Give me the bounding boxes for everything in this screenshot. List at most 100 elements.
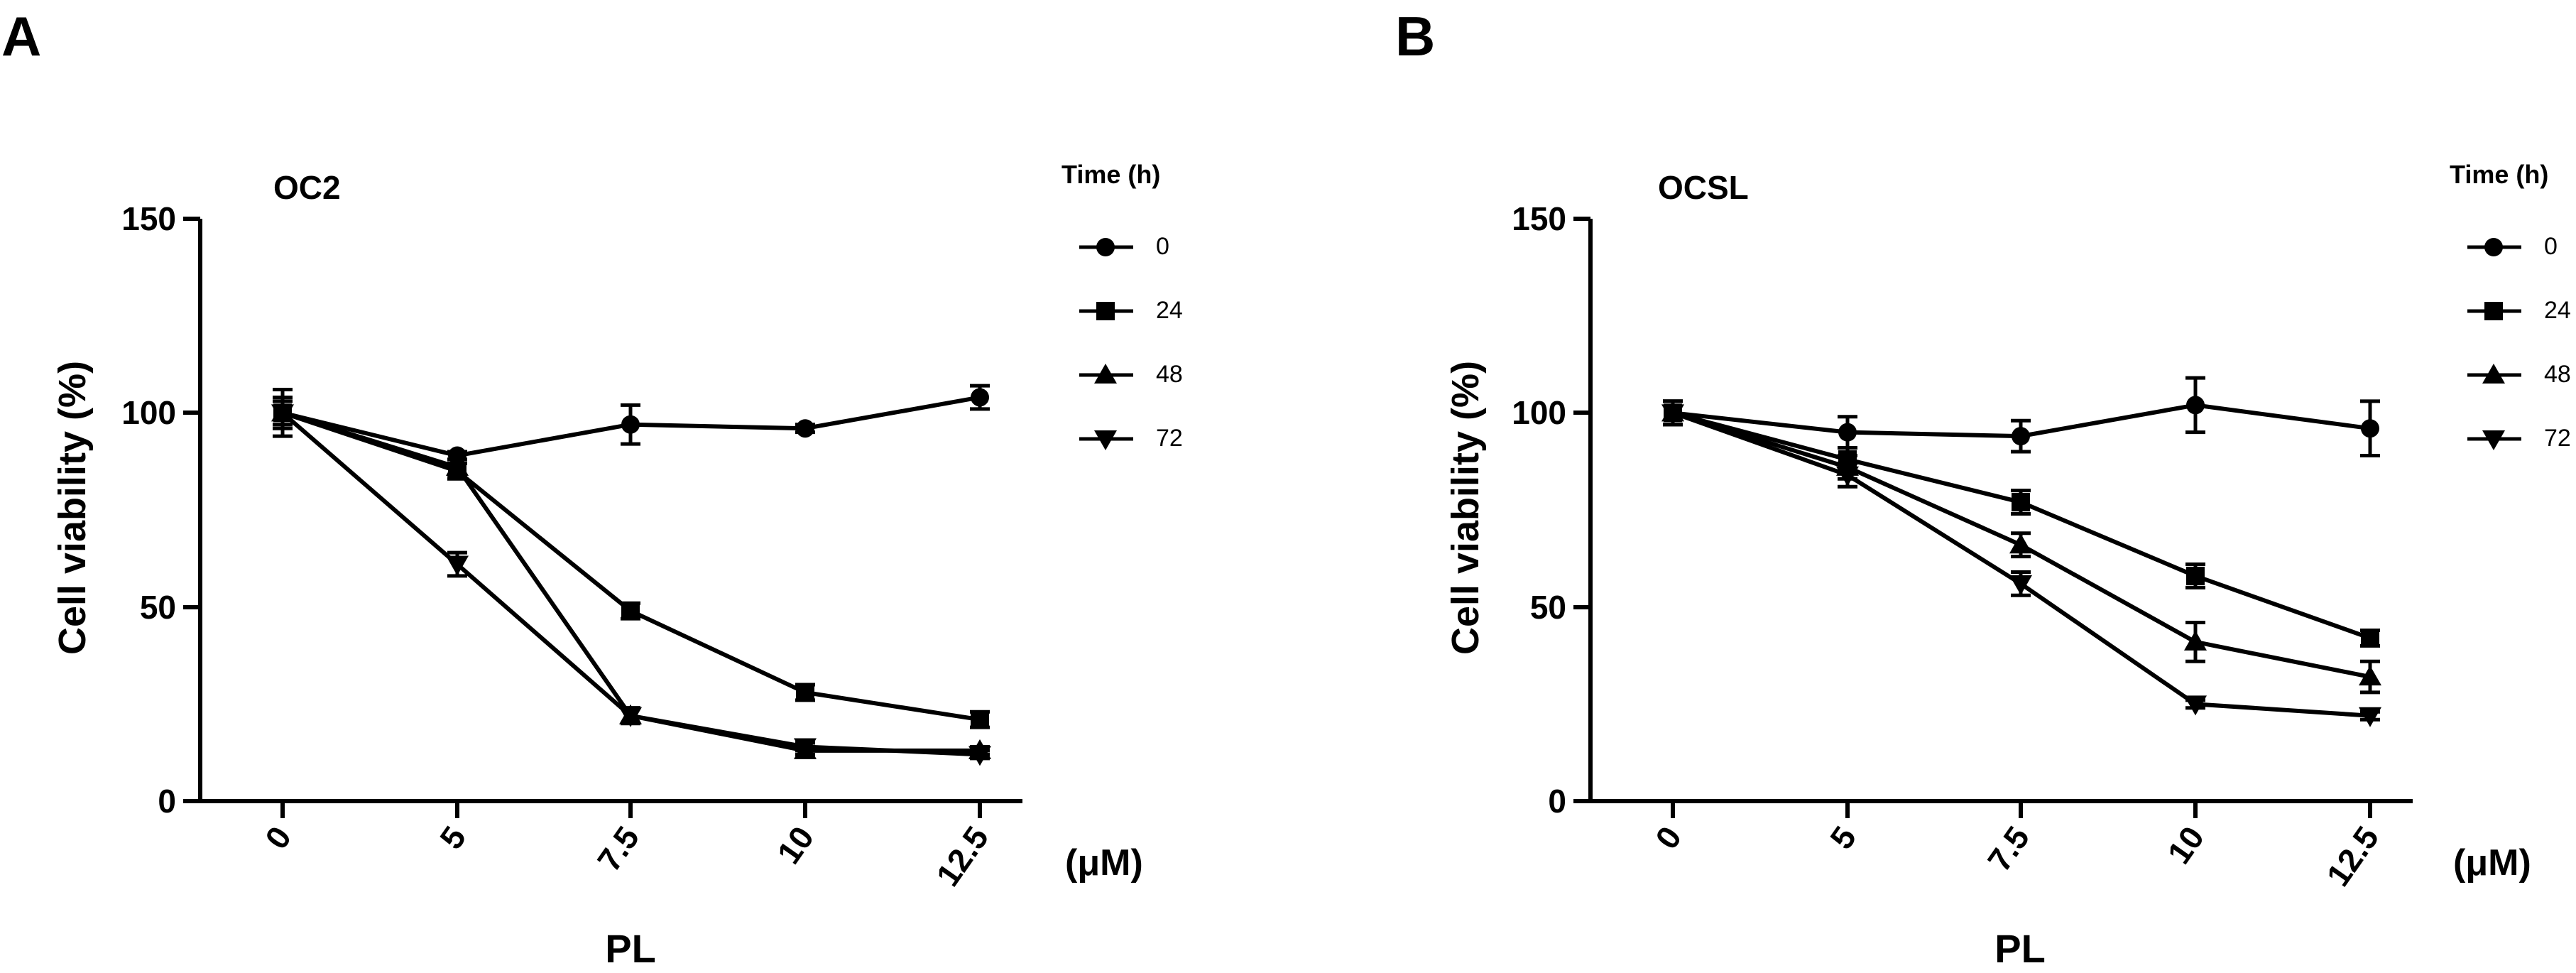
panel-a-xtick-label: 5 — [432, 820, 473, 856]
panel-b-xticks: 0 5 7.5 10 12.5 — [1648, 801, 2386, 893]
panel-a-data-point — [968, 746, 991, 766]
panel-b-data-point — [2009, 575, 2032, 595]
panel-b-ylabel: Cell viability (%) — [1444, 361, 1487, 655]
panel-b-data-point — [1838, 423, 1857, 442]
panel-a-series-24 — [273, 395, 990, 729]
panel-a-data-point — [796, 683, 814, 702]
panel-b-legend-label: 72 — [2544, 425, 2571, 452]
panel-b-xtick-label: 10 — [2160, 820, 2211, 871]
panel-b-data-point — [2012, 493, 2030, 512]
panel-a-data-point — [619, 707, 642, 727]
panel-b-data-point — [2009, 533, 2032, 554]
panel-b-legend-swatch — [2467, 430, 2521, 450]
panel-b-data-point — [2186, 396, 2205, 415]
panel-b-title: OCSL — [1658, 169, 1749, 206]
panel-b-yticks: 0 50 100 150 — [1512, 200, 1590, 820]
panel-a-letter: A — [1, 5, 41, 67]
panel-a-legend: Time (h) 0 24 48 72 — [1061, 160, 1183, 452]
panel-b-legend-marker — [2482, 430, 2505, 450]
panel-b-data-point — [2359, 665, 2381, 686]
panel-a-data-point — [796, 419, 814, 438]
panel-b-legend: Time (h) 0 24 48 72 — [2450, 160, 2571, 452]
panel-a-plot — [271, 238, 1133, 766]
panel-b-data-point — [1661, 404, 1684, 425]
panel-b-ytick-label: 150 — [1512, 200, 1566, 237]
panel-a-yticks: 0 50 100 150 — [121, 200, 200, 820]
panel-b-legend-title: Time (h) — [2450, 160, 2548, 189]
panel-b-data-point — [2184, 695, 2207, 716]
panel-a-xlabel: PL — [605, 926, 656, 971]
panel-b-series-72 — [1661, 399, 2381, 727]
panel-b: B OCSL Cell viability (%) PL (μM) 0 50 1… — [1395, 5, 2571, 971]
panel-b-unit: (μM) — [2453, 842, 2531, 884]
panel-b-xtick-label: 12.5 — [2319, 820, 2386, 893]
panel-a-legend-swatch — [1079, 302, 1133, 320]
panel-a-legend-marker — [1096, 238, 1115, 256]
panel-b-series-0 — [1663, 376, 2380, 457]
panel-a-xtick-label: 7.5 — [590, 820, 646, 878]
panel-b-legend-marker — [2482, 364, 2505, 384]
panel-b-data-point — [2359, 707, 2381, 727]
panel-a-series-line — [282, 411, 981, 722]
panel-b-legend-swatch — [2467, 364, 2521, 384]
panel-b-ytick-label: 0 — [1548, 783, 1566, 820]
panel-b-data-point — [2012, 427, 2030, 446]
panel-a-legend-marker — [1094, 430, 1117, 450]
panel-a-data-point — [621, 415, 640, 434]
panel-a-legend-swatch — [1079, 364, 1133, 384]
panel-b-xtick-label: 5 — [1823, 820, 1863, 856]
panel-a-data-point — [971, 388, 989, 407]
panel-a-unit: (μM) — [1065, 842, 1143, 884]
panel-a-legend-label: 72 — [1156, 425, 1183, 452]
panel-b-legend-label: 48 — [2544, 361, 2571, 388]
panel-b-data-point — [2184, 630, 2207, 651]
panel-a-ytick-label: 50 — [140, 589, 176, 626]
panel-a-data-point — [446, 455, 469, 476]
panel-b-legend-marker — [2484, 302, 2503, 320]
panel-b-legend-label: 0 — [2544, 233, 2558, 260]
panel-a-legend-title: Time (h) — [1061, 160, 1160, 189]
panel-a-title: OC2 — [273, 169, 341, 206]
panel-b-legend-label: 24 — [2544, 297, 2571, 324]
panel-a-series-72 — [271, 399, 991, 766]
panel-a-data-point — [971, 710, 989, 729]
panel-b-legend-swatch — [2467, 302, 2521, 320]
panel-a-xticks: 0 5 7.5 10 12.5 — [258, 801, 995, 893]
panel-b-ytick-label: 100 — [1512, 394, 1566, 431]
panel-a-legend-label: 24 — [1156, 297, 1183, 324]
panel-b-data-point — [2186, 566, 2205, 585]
panel-b-plot — [1661, 238, 2521, 727]
panel-b-xlabel: PL — [1994, 926, 2046, 971]
panel-a-legend-label: 0 — [1156, 233, 1169, 260]
panel-a-legend-swatch — [1079, 430, 1133, 450]
panel-a-xtick-label: 10 — [770, 820, 821, 871]
panel-a-ylabel: Cell viability (%) — [51, 361, 94, 655]
panel-b-data-point — [1836, 466, 1859, 486]
panel-a-legend-label: 48 — [1156, 361, 1183, 388]
panel-a-data-point — [621, 602, 640, 621]
panel-a-ytick-label: 100 — [121, 394, 176, 431]
panel-b-data-point — [2361, 419, 2379, 438]
panel-b-legend-swatch — [2467, 238, 2521, 256]
panel-a-data-point — [271, 404, 294, 425]
panel-a-ytick-label: 150 — [121, 200, 176, 237]
panel-a-data-point — [446, 555, 469, 576]
panel-a-xtick-label: 0 — [258, 820, 298, 856]
panel-a-data-point — [794, 738, 817, 759]
panel-b-xtick-label: 7.5 — [1980, 820, 2036, 878]
panel-a-ytick-label: 0 — [158, 783, 176, 820]
panel-a: A OC2 Cell viability (%) PL (μM) 0 50 10… — [1, 5, 1183, 971]
panel-b-ytick-label: 50 — [1530, 589, 1566, 626]
panel-a-legend-swatch — [1079, 238, 1133, 256]
panel-b-letter: B — [1395, 5, 1435, 67]
panel-b-legend-marker — [2484, 238, 2503, 256]
panel-a-series-0 — [273, 384, 990, 465]
panel-b-xtick-label: 0 — [1648, 820, 1688, 856]
panel-b-series-line — [1671, 411, 2371, 718]
panel-a-legend-marker — [1096, 302, 1115, 320]
panel-a-xtick-label: 12.5 — [929, 820, 995, 893]
panel-a-legend-marker — [1094, 364, 1117, 384]
panel-b-data-point — [2361, 629, 2379, 648]
panel-a-series-line — [282, 411, 980, 753]
